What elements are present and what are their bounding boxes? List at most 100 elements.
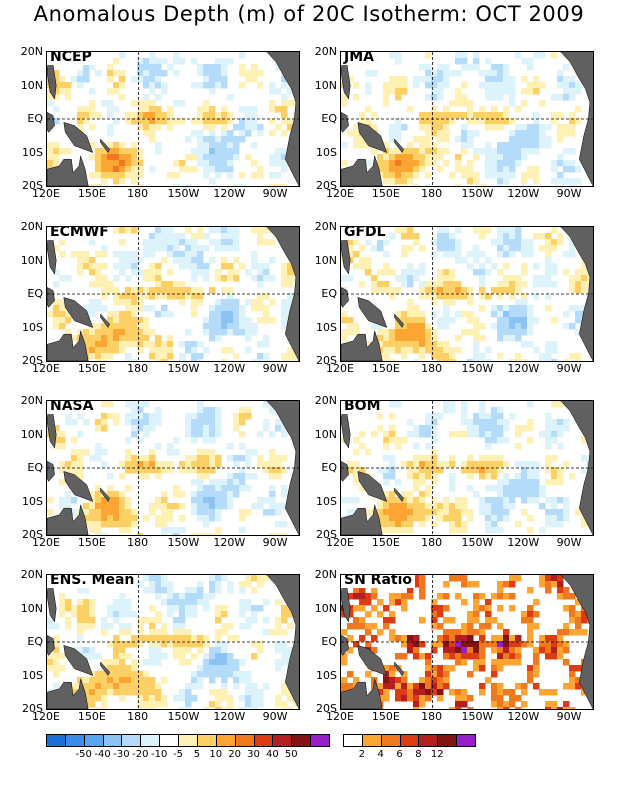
field-cell	[425, 419, 432, 426]
field-cell	[545, 575, 552, 582]
field-cell	[269, 407, 276, 414]
field-cell	[239, 64, 246, 71]
field-cell	[533, 671, 540, 678]
field-cell	[239, 677, 246, 684]
field-cell	[137, 419, 144, 426]
field-cell	[47, 160, 54, 167]
field-cell	[203, 106, 210, 113]
field-cell	[551, 479, 558, 486]
field-cell	[449, 635, 456, 642]
field-cell	[191, 593, 198, 600]
field-cell	[143, 100, 150, 107]
field-cell	[527, 485, 534, 492]
field-cell	[197, 431, 204, 438]
field-cell	[149, 88, 156, 95]
field-cell	[431, 154, 438, 161]
field-cell	[227, 136, 234, 143]
field-cell	[161, 88, 168, 95]
field-cell	[407, 275, 414, 282]
field-cell	[203, 455, 210, 462]
field-cell	[245, 623, 252, 630]
field-cell	[137, 64, 144, 71]
field-cell	[497, 245, 504, 252]
field-cell	[473, 347, 480, 354]
field-cell	[497, 407, 504, 414]
field-cell	[491, 689, 498, 696]
field-cell	[533, 317, 540, 324]
field-cell	[209, 178, 216, 185]
field-cell	[563, 124, 570, 131]
field-cell	[107, 130, 114, 137]
field-cell	[209, 479, 216, 486]
field-cell	[101, 251, 108, 258]
field-cell	[191, 311, 198, 318]
field-cell	[257, 227, 264, 234]
field-cell	[449, 100, 456, 107]
field-cell	[119, 154, 126, 161]
field-cell	[77, 413, 84, 420]
field-cell	[113, 263, 120, 270]
field-cell	[455, 431, 462, 438]
map-field	[47, 401, 299, 535]
landmass-0	[265, 227, 299, 361]
field-cell	[401, 671, 408, 678]
field-cell	[173, 437, 180, 444]
field-cell	[179, 293, 186, 300]
landmass-2	[341, 287, 349, 308]
field-cell	[137, 677, 144, 684]
panel-label: ENS. Mean	[47, 575, 138, 588]
field-cell	[581, 281, 588, 288]
field-cell	[281, 94, 288, 101]
field-cell	[179, 100, 186, 107]
field-cell	[467, 178, 474, 185]
field-cell	[413, 461, 420, 468]
field-cell	[149, 70, 156, 77]
field-cell	[131, 160, 138, 167]
field-cell	[191, 269, 198, 276]
field-cell	[125, 497, 132, 504]
field-cell	[233, 257, 240, 264]
field-cell	[401, 503, 408, 510]
field-cell	[515, 106, 522, 113]
field-cell	[485, 677, 492, 684]
field-cell	[185, 341, 192, 348]
field-cell	[389, 76, 396, 83]
field-cell	[419, 431, 426, 438]
field-cell	[497, 635, 504, 642]
field-cell	[425, 503, 432, 510]
field-cell	[539, 431, 546, 438]
field-cell	[413, 184, 420, 186]
field-cell	[527, 329, 534, 336]
field-cell	[479, 401, 486, 408]
field-cell	[467, 425, 474, 432]
field-cell	[107, 503, 114, 510]
field-cell	[149, 82, 156, 89]
field-cell	[251, 473, 258, 480]
field-cell	[167, 239, 174, 246]
field-cell	[413, 160, 420, 167]
field-cell	[131, 100, 138, 107]
field-cell	[383, 689, 390, 696]
field-cell	[83, 257, 90, 264]
field-cell	[395, 635, 402, 642]
field-cell	[257, 305, 264, 312]
field-cell	[281, 629, 288, 636]
field-cell	[425, 281, 432, 288]
field-cell	[95, 683, 102, 690]
anom-swatch	[140, 734, 161, 747]
field-cell	[503, 419, 510, 426]
field-cell	[281, 112, 288, 119]
field-cell	[425, 142, 432, 149]
field-cell	[437, 341, 444, 348]
field-cell	[65, 329, 72, 336]
field-cell	[425, 76, 432, 83]
field-cell	[545, 701, 552, 708]
field-cell	[413, 473, 420, 480]
field-cell	[491, 665, 498, 672]
field-cell	[161, 527, 168, 534]
field-cell	[143, 683, 150, 690]
lon-tick-label: 90W	[556, 362, 582, 375]
field-cell	[413, 311, 420, 318]
field-cell	[515, 160, 522, 167]
field-cell	[491, 593, 498, 600]
